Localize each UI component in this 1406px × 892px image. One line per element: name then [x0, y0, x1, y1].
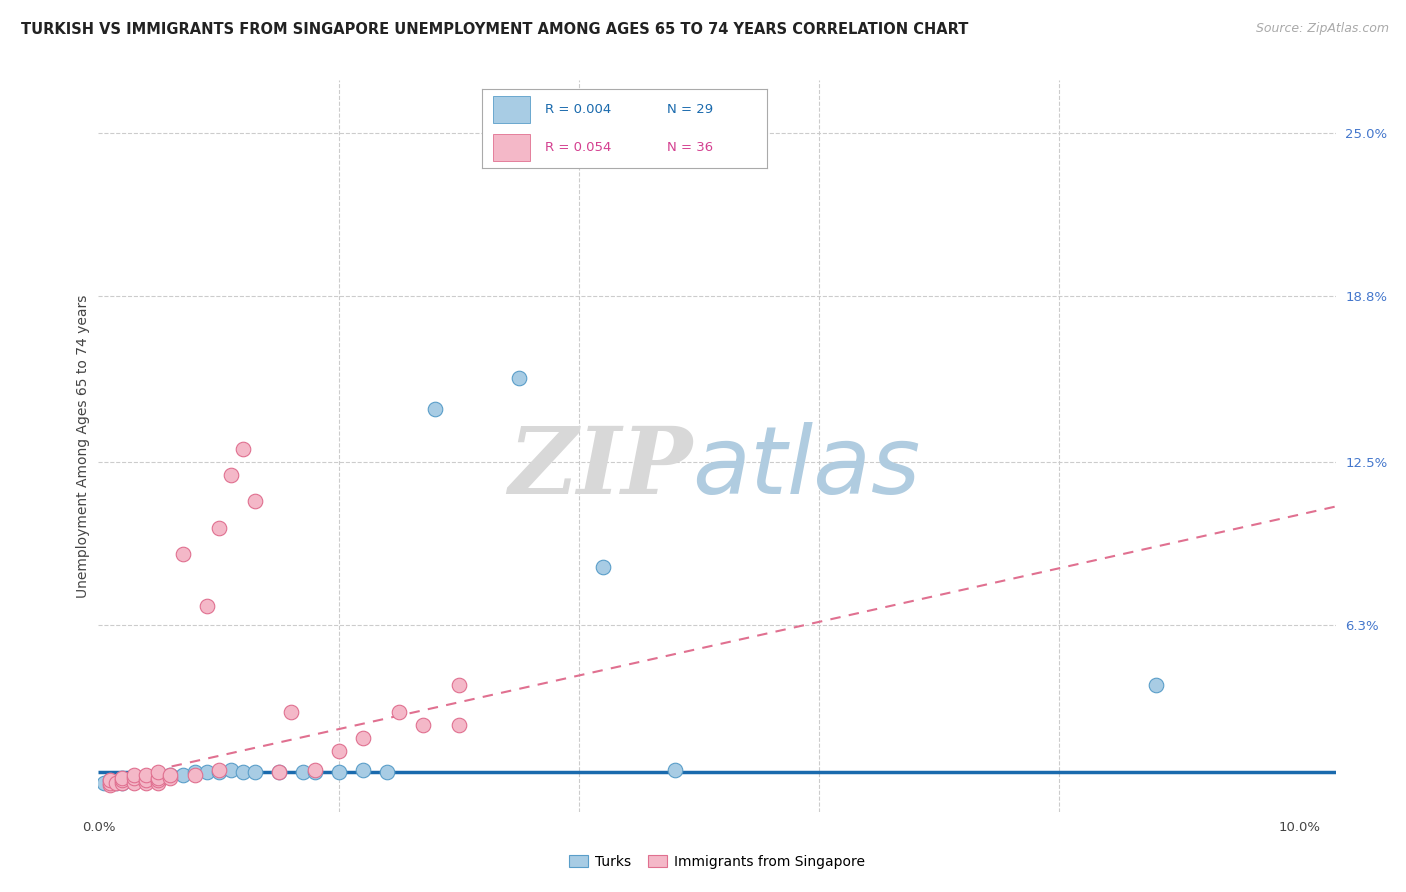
Point [195, 599, 218, 614]
Text: Source: ZipAtlas.com: Source: ZipAtlas.com [1256, 22, 1389, 36]
Point [664, 763, 686, 777]
Point [267, 765, 290, 780]
Point [135, 773, 157, 788]
Text: atlas: atlas [692, 423, 921, 514]
Point [148, 771, 170, 785]
Text: TURKISH VS IMMIGRANTS FROM SINGAPORE UNEMPLOYMENT AMONG AGES 65 TO 74 YEARS CORR: TURKISH VS IMMIGRANTS FROM SINGAPORE UNE… [21, 22, 969, 37]
Point [124, 776, 146, 790]
Point [508, 370, 530, 384]
Point [111, 776, 134, 790]
Point [111, 771, 134, 785]
Point [111, 771, 134, 785]
Point [280, 705, 302, 719]
Point [148, 773, 170, 788]
Point [304, 765, 326, 780]
Point [111, 776, 134, 790]
Point [232, 442, 254, 456]
Point [124, 773, 146, 788]
Point [304, 763, 326, 777]
Point [328, 765, 350, 780]
Point [207, 765, 229, 780]
Point [423, 402, 446, 417]
Point [243, 494, 266, 508]
Point [592, 560, 614, 574]
Point [172, 768, 194, 782]
Point [124, 771, 146, 785]
Point [148, 771, 170, 785]
Point [105, 776, 128, 790]
Point [267, 765, 290, 780]
Point [100, 773, 122, 788]
Point [100, 779, 122, 793]
Y-axis label: Unemployment Among Ages 65 to 74 years: Unemployment Among Ages 65 to 74 years [76, 294, 90, 598]
Point [447, 718, 470, 732]
Point [100, 773, 122, 788]
Point [375, 765, 398, 780]
Point [105, 776, 128, 790]
Point [159, 768, 181, 782]
Point [195, 765, 218, 780]
Point [219, 763, 242, 777]
Point [135, 773, 157, 788]
Point [352, 731, 374, 745]
Point [328, 744, 350, 758]
Point [183, 768, 205, 782]
Point [352, 763, 374, 777]
Point [124, 771, 146, 785]
Point [388, 705, 411, 719]
Point [291, 765, 314, 780]
Point [1144, 678, 1167, 692]
Point [124, 768, 146, 782]
Point [100, 776, 122, 790]
Text: ZIP: ZIP [508, 423, 692, 513]
Point [159, 771, 181, 785]
Point [219, 467, 242, 482]
Point [117, 773, 139, 788]
Point [183, 765, 205, 780]
Point [207, 520, 229, 534]
Point [135, 776, 157, 790]
Point [111, 773, 134, 788]
Point [93, 776, 115, 790]
Point [447, 678, 470, 692]
Point [148, 776, 170, 790]
Point [172, 547, 194, 561]
Point [148, 765, 170, 780]
Point [243, 765, 266, 780]
Point [159, 768, 181, 782]
Legend: Turks, Immigrants from Singapore: Turks, Immigrants from Singapore [564, 849, 870, 874]
Point [207, 763, 229, 777]
Point [412, 718, 434, 732]
Point [232, 765, 254, 780]
Point [135, 768, 157, 782]
